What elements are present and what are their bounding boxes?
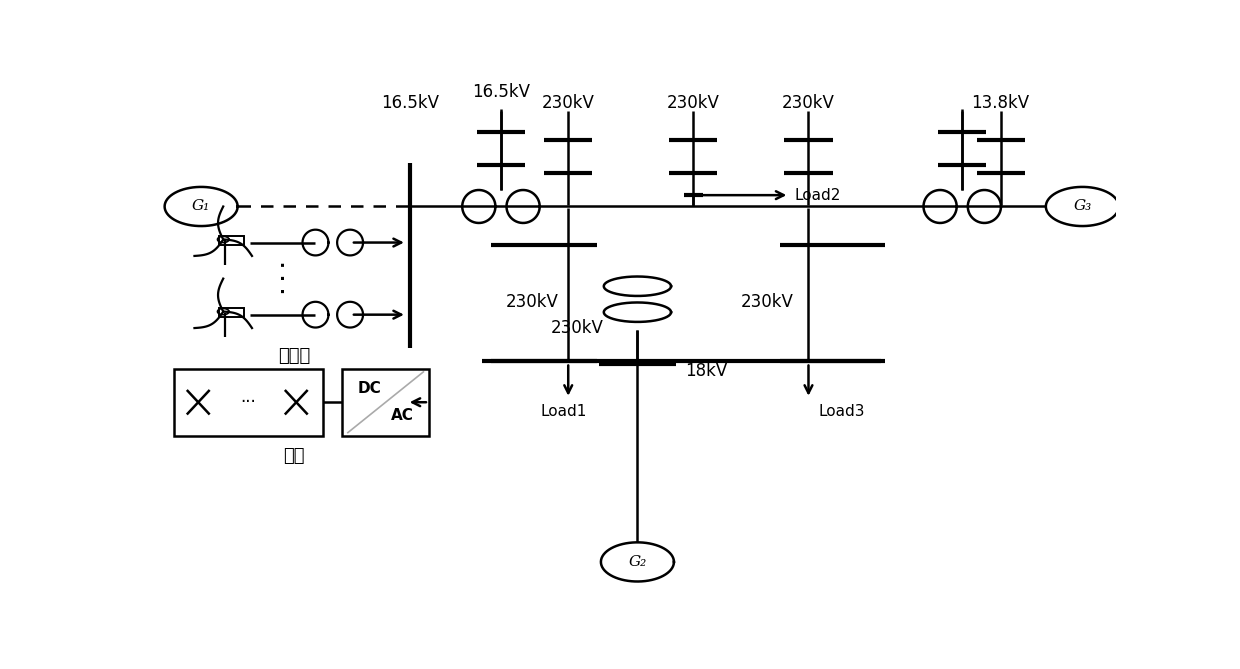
Bar: [219, 308, 244, 316]
Text: 230kV: 230kV: [742, 293, 794, 311]
Text: DC: DC: [357, 381, 381, 396]
Text: 13.8kV: 13.8kV: [972, 94, 1029, 112]
Text: 230kV: 230kV: [782, 94, 835, 112]
Text: Load2: Load2: [794, 187, 841, 203]
Text: 230kV: 230kV: [506, 293, 559, 311]
Text: Load3: Load3: [818, 404, 864, 419]
Text: Load1: Load1: [541, 404, 587, 419]
Bar: [342, 369, 429, 436]
Text: 风电场: 风电场: [278, 347, 310, 365]
Text: ···: ···: [241, 393, 257, 411]
Text: · · ·: · · ·: [275, 260, 294, 294]
Text: 16.5kV: 16.5kV: [472, 83, 529, 101]
Text: 230kV: 230kV: [551, 318, 604, 337]
Text: G₃: G₃: [1074, 199, 1091, 213]
Text: AC: AC: [391, 408, 413, 423]
Text: 16.5kV: 16.5kV: [381, 94, 439, 112]
Text: 230kV: 230kV: [542, 94, 595, 112]
Text: G₁: G₁: [192, 199, 211, 213]
Bar: [219, 236, 244, 245]
Text: G₂: G₂: [629, 555, 646, 569]
Text: 18kV: 18kV: [686, 363, 728, 381]
Bar: [174, 369, 324, 436]
Text: 储能: 储能: [284, 448, 305, 466]
Text: 230kV: 230kV: [667, 94, 719, 112]
